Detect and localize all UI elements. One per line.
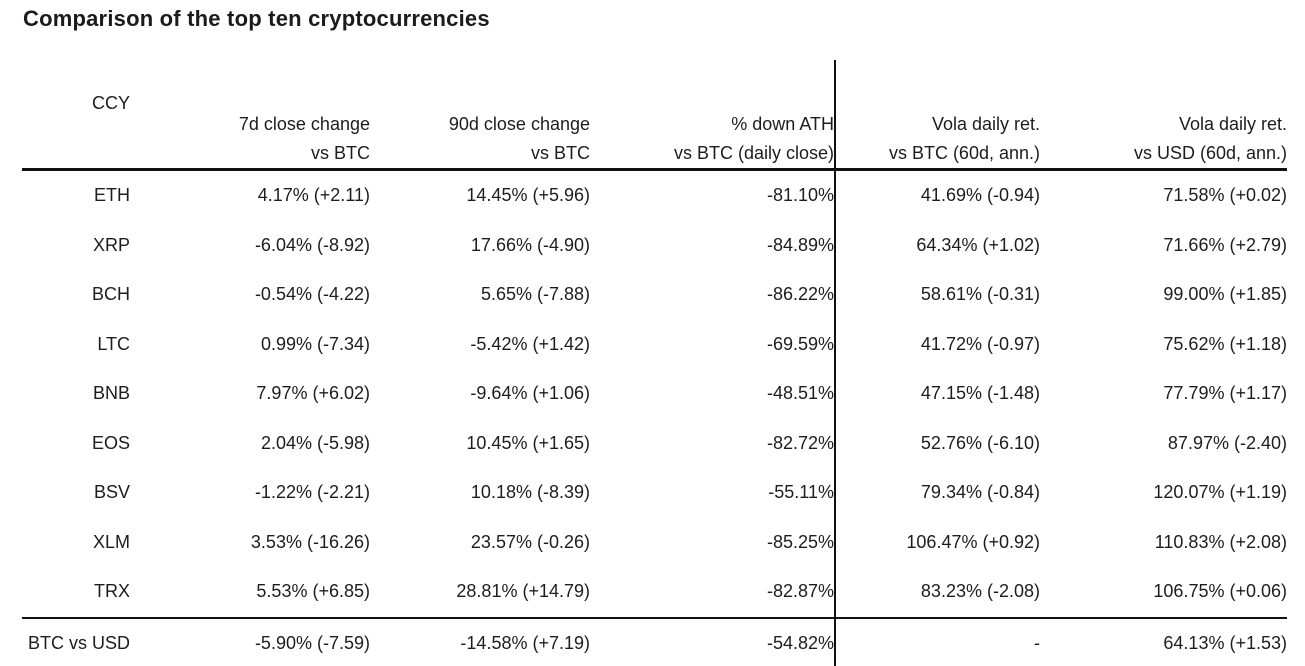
cell-7d-change: -1.22% (-2.21): [254, 482, 370, 503]
cell-ccy: BCH: [91, 284, 130, 305]
table-footer: BTC vs USD -5.90% (-7.59) -14.58% (+7.19…: [22, 616, 1287, 666]
cell-vola-vs-btc: -: [834, 616, 1040, 666]
cell-vola-vs-btc: 41.72% (-0.97): [834, 319, 1040, 369]
cell-vola-vs-btc: 58.61% (-0.31): [834, 270, 1040, 320]
cell-ccy: ETH: [94, 185, 130, 206]
column-header-vola-vs-btc: Vola daily ret. vs BTC (60d, ann.): [834, 60, 1040, 171]
cell-vola-vs-usd: 120.07% (+1.19): [1153, 482, 1287, 503]
cell-90d-change: -14.58% (+7.19): [370, 616, 590, 666]
column-header-90d-close-change: 90d close change vs BTC: [370, 60, 590, 171]
cell-pct-down-ath: -81.10%: [766, 185, 834, 206]
cell-90d-change: 5.65% (-7.88): [480, 284, 590, 305]
cell-7d-change: 4.17% (+2.11): [257, 185, 370, 206]
column-header-line: vs USD (60d, ann.): [1133, 143, 1287, 163]
cell-vola-vs-usd: 71.58% (+0.02): [1163, 185, 1287, 206]
column-header-line: 90d close change: [448, 114, 590, 134]
column-header-pct-down-ath: % down ATH vs BTC (daily close): [590, 60, 835, 171]
cell-7d-change: -5.90% (-7.59): [130, 616, 370, 666]
cell-pct-down-ath: -82.72%: [766, 432, 834, 453]
cell-7d-change: 2.04% (-5.98): [260, 432, 370, 453]
cell-pct-down-ath: -48.51%: [766, 383, 834, 404]
cell-7d-change: -0.54% (-4.22): [254, 284, 370, 305]
cell-vola-vs-btc: 41.69% (-0.94): [834, 169, 1040, 221]
cell-vola-vs-usd: 71.66% (+2.79): [1163, 234, 1287, 255]
cell-90d-change: -9.64% (+1.06): [470, 383, 590, 404]
table-row-eos: EOS 2.04% (-5.98) 10.45% (+1.65) -82.72%…: [22, 418, 1287, 468]
table-row-xrp: XRP -6.04% (-8.92) 17.66% (-4.90) -84.89…: [22, 220, 1287, 270]
cell-ccy: EOS: [91, 432, 130, 453]
cell-ccy: TRX: [94, 581, 130, 602]
cell-vola-vs-btc: 106.47% (+0.92): [834, 517, 1040, 567]
table-body: ETH 4.17% (+2.11) 14.45% (+5.96) -81.10%…: [22, 169, 1287, 618]
table-row-xlm: XLM 3.53% (-16.26) 23.57% (-0.26) -85.25…: [22, 517, 1287, 567]
cell-vola-vs-usd: 87.97% (-2.40): [1167, 432, 1287, 453]
column-header-ccy: CCY: [22, 60, 130, 171]
table-row-eth: ETH 4.17% (+2.11) 14.45% (+5.96) -81.10%…: [22, 169, 1287, 221]
cell-vola-vs-usd: 77.79% (+1.17): [1163, 383, 1287, 404]
cell-90d-change: 10.45% (+1.65): [466, 432, 590, 453]
column-header-line: 7d close change: [238, 114, 370, 134]
cell-90d-change: 14.45% (+5.96): [466, 185, 590, 206]
cell-90d-change: 23.57% (-0.26): [470, 531, 590, 552]
comparison-table: CCY 7d close change vs BTC 90d close cha…: [22, 60, 1287, 666]
cell-vola-vs-usd: 64.13% (+1.53): [1040, 616, 1287, 666]
column-header-line: Vola daily ret.: [931, 114, 1040, 134]
cell-vola-vs-btc: 79.34% (-0.84): [834, 468, 1040, 518]
cell-7d-change: 3.53% (-16.26): [250, 531, 370, 552]
cell-vola-vs-btc: 64.34% (+1.02): [834, 220, 1040, 270]
cell-vola-vs-btc: 52.76% (-6.10): [834, 418, 1040, 468]
cell-7d-change: 5.53% (+6.85): [256, 581, 370, 602]
cell-7d-change: 7.97% (+6.02): [256, 383, 370, 404]
cell-vola-vs-btc: 83.23% (-2.08): [834, 567, 1040, 618]
table-row-trx: TRX 5.53% (+6.85) 28.81% (+14.79) -82.87…: [22, 567, 1287, 618]
cell-ccy: BSV: [93, 482, 130, 503]
cell-90d-change: 28.81% (+14.79): [456, 581, 590, 602]
table-row-bch: BCH -0.54% (-4.22) 5.65% (-7.88) -86.22%…: [22, 270, 1287, 320]
column-header-line: % down ATH: [731, 114, 834, 134]
page-title: Comparison of the top ten cryptocurrenci…: [23, 6, 490, 31]
cell-vola-vs-btc: 47.15% (-1.48): [834, 369, 1040, 419]
cell-ccy: LTC: [97, 333, 130, 354]
cell-pct-down-ath: -69.59%: [766, 333, 834, 354]
cell-ccy: BTC vs USD: [22, 616, 130, 666]
cell-90d-change: 10.18% (-8.39): [470, 482, 590, 503]
column-header-line: CCY: [91, 92, 130, 113]
cell-pct-down-ath: -85.25%: [766, 531, 834, 552]
table-header: CCY 7d close change vs BTC 90d close cha…: [22, 60, 1287, 171]
table-row-bnb: BNB 7.97% (+6.02) -9.64% (+1.06) -48.51%…: [22, 369, 1287, 419]
cell-pct-down-ath: -82.87%: [766, 581, 834, 602]
column-header-line: vs BTC: [310, 143, 370, 163]
table-row-bsv: BSV -1.22% (-2.21) 10.18% (-8.39) -55.11…: [22, 468, 1287, 518]
cell-7d-change: 0.99% (-7.34): [260, 333, 370, 354]
header-row: CCY 7d close change vs BTC 90d close cha…: [22, 60, 1287, 171]
column-header-line: vs BTC (60d, ann.): [888, 143, 1040, 163]
column-header-7d-close-change: 7d close change vs BTC: [130, 60, 370, 171]
cell-vola-vs-usd: 99.00% (+1.85): [1163, 284, 1287, 305]
cell-pct-down-ath: -86.22%: [766, 284, 834, 305]
cell-90d-change: -5.42% (+1.42): [470, 333, 590, 354]
column-header-line: vs BTC (daily close): [673, 143, 834, 163]
cell-ccy: XLM: [92, 531, 130, 552]
cell-pct-down-ath: -54.82%: [590, 616, 835, 666]
cell-vola-vs-usd: 75.62% (+1.18): [1163, 333, 1287, 354]
cell-pct-down-ath: -55.11%: [768, 482, 834, 503]
table-row-btc-vs-usd: BTC vs USD -5.90% (-7.59) -14.58% (+7.19…: [22, 616, 1287, 666]
column-header-line: vs BTC: [530, 143, 590, 163]
cell-vola-vs-usd: 106.75% (+0.06): [1153, 581, 1287, 602]
column-header-vola-vs-usd: Vola daily ret. vs USD (60d, ann.): [1040, 60, 1287, 171]
column-header-line: Vola daily ret.: [1178, 114, 1287, 134]
cell-ccy: XRP: [92, 234, 130, 255]
cell-pct-down-ath: -84.89%: [766, 234, 834, 255]
cell-vola-vs-usd: 110.83% (+2.08): [1154, 531, 1287, 552]
cell-90d-change: 17.66% (-4.90): [470, 234, 590, 255]
cell-ccy: BNB: [92, 383, 130, 404]
cell-7d-change: -6.04% (-8.92): [254, 234, 370, 255]
table-row-ltc: LTC 0.99% (-7.34) -5.42% (+1.42) -69.59%…: [22, 319, 1287, 369]
